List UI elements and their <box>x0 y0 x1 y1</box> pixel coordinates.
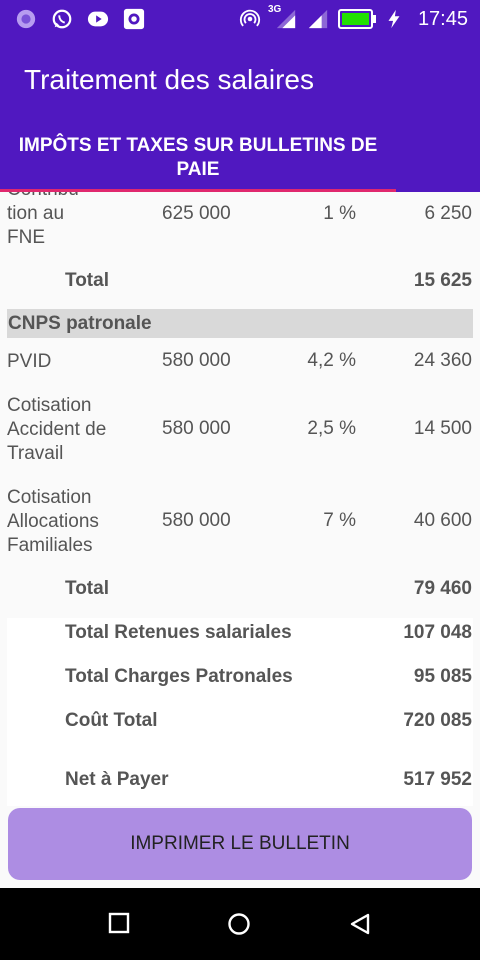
pinwheel-icon <box>16 9 36 29</box>
row-rate: 7 % <box>323 510 356 531</box>
back-triangle-icon[interactable] <box>348 912 372 936</box>
total-amount: 79 460 <box>413 578 472 599</box>
row-base: 580 000 <box>162 418 231 439</box>
battery-icon <box>338 9 376 29</box>
row-base: 580 000 <box>162 350 231 371</box>
total-amount: 15 625 <box>413 270 472 291</box>
status-bar: 3G 17:45 <box>0 0 480 38</box>
row-name: PVID <box>7 351 52 372</box>
row-base: 580 000 <box>162 510 231 531</box>
total-label: Total <box>65 578 109 599</box>
summary-amount: 95 085 <box>413 666 472 687</box>
tab-label: IMPÔTS ET TAXES SUR BULLETINS DE PAIE <box>18 135 378 180</box>
row-rate: 4,2 % <box>307 350 356 371</box>
app-title: Traitement des salaires <box>24 64 314 95</box>
print-payslip-button[interactable]: IMPRIMER LE BULLETIN <box>8 808 472 880</box>
row-amount: 24 360 <box>413 350 472 371</box>
row-rate: 2,5 % <box>307 418 356 439</box>
hotspot-icon <box>239 9 261 27</box>
camera-app-icon <box>123 8 145 30</box>
section-header-cnps: CNPS patronale <box>7 309 473 338</box>
row-rate: 1 % <box>323 203 356 224</box>
row-name: Cotisation Allocations Familiales <box>7 487 99 556</box>
signal-3g-icon <box>276 9 296 29</box>
total-label: Total <box>65 270 109 291</box>
summary-label: Total Retenues salariales <box>65 622 292 643</box>
tab-indicator <box>0 189 396 192</box>
tab-impots-taxes[interactable]: IMPÔTS ET TAXES SUR BULLETINS DE PAIE <box>0 132 396 192</box>
recents-square-icon[interactable] <box>108 912 130 934</box>
row-name: Cotisation Accident de Travail <box>7 395 107 464</box>
charging-icon <box>388 9 400 29</box>
network-type-label: 3G <box>268 4 282 15</box>
row-amount: 14 500 <box>413 418 472 439</box>
summary-amount: 107 048 <box>403 622 472 643</box>
row-amount: 6 250 <box>424 203 472 224</box>
youtube-icon <box>87 11 109 27</box>
summary-label: Coût Total <box>65 710 158 731</box>
status-time: 17:45 <box>417 8 468 30</box>
home-circle-icon[interactable] <box>227 912 251 936</box>
app-bar: Traitement des salaires IMPÔTS ET TAXES … <box>0 38 480 192</box>
whatsapp-icon <box>52 9 72 29</box>
summary-amount: 517 952 <box>403 769 472 790</box>
signal-icon <box>308 9 328 29</box>
summary-amount: 720 085 <box>403 710 472 731</box>
row-base: 625 000 <box>162 203 231 224</box>
row-amount: 40 600 <box>413 510 472 531</box>
row-name: Contribu tion au FNE <box>7 192 79 248</box>
summary-label: Net à Payer <box>65 769 169 790</box>
summary-panel <box>7 618 473 806</box>
summary-label: Total Charges Patronales <box>65 666 293 687</box>
payroll-content[interactable]: Contribu tion au FNE 625 000 1 % 6 250 T… <box>0 192 480 888</box>
navigation-bar <box>0 888 480 960</box>
